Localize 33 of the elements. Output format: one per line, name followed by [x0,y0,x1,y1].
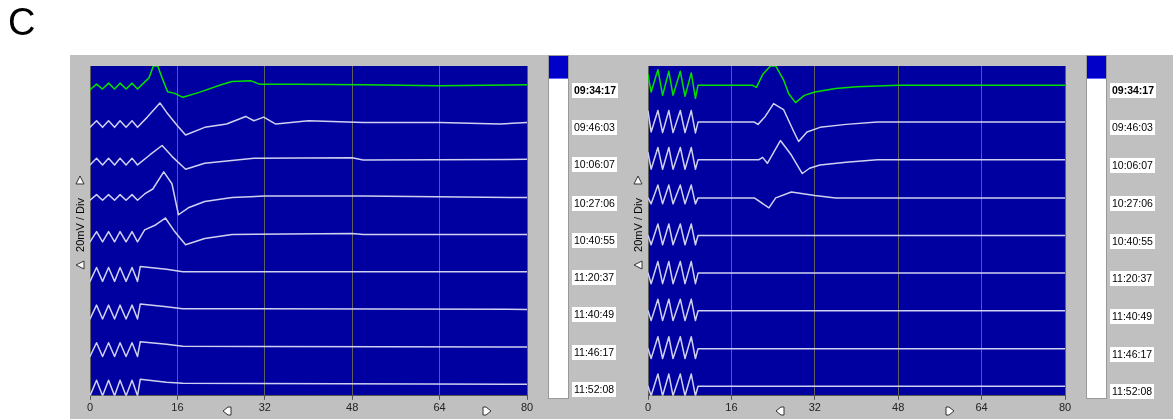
text: 11:40:49 [572,307,617,323]
x-tick-label: 64 [975,401,988,414]
text: 11:20:37 [1110,271,1155,287]
text: 09:34:17 [1110,83,1157,99]
x-tick-label: 32 [808,401,821,414]
text: 09:46:03 [1110,120,1155,136]
x-tick-label: 80 [520,401,534,414]
text: 10:06:07 [572,157,617,173]
x-tick-label: 32 [258,401,271,414]
x-tick-label: 16 [725,401,738,414]
text: 11:52:08 [1110,384,1155,400]
y-axis-title: 20mV / Div [631,198,644,252]
x-tick-label: 48 [892,401,905,414]
text: 10:27:06 [572,195,617,211]
text: 10:06:07 [1110,157,1155,173]
text: 11:20:37 [572,269,617,285]
x-tick-label: 80 [1058,401,1072,414]
x-tick-label: 0 [86,401,94,414]
x-tick-label: 16 [171,401,184,414]
text: 09:34:17 [572,82,619,98]
text: 09:46:03 [572,120,617,136]
text: 10:27:06 [1110,195,1155,211]
text: 10:40:55 [1110,233,1155,249]
x-tick-label: 64 [433,401,446,414]
text: 11:46:17 [572,344,617,360]
text: 11:52:08 [572,382,617,398]
y-axis-title: 20mV / Div [73,198,86,252]
text: 11:46:17 [1110,346,1155,362]
chart-title: C [8,0,36,44]
text: 11:40:49 [1110,308,1155,324]
x-tick-label: 0 [644,401,652,414]
text: 10:40:55 [572,232,617,248]
x-tick-label: 48 [346,401,359,414]
